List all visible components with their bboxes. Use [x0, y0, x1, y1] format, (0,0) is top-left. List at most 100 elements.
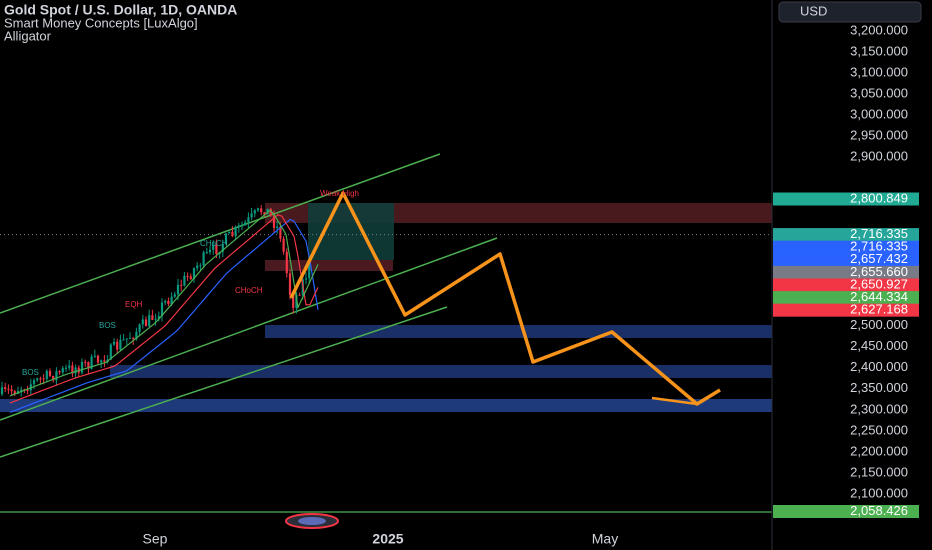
candle-body [151, 315, 154, 320]
annotation: BOS [99, 321, 116, 330]
candle-body [202, 252, 205, 266]
candle-body [208, 249, 212, 253]
candle-body [100, 360, 103, 363]
candle-body [308, 263, 311, 279]
price-labels: 3,200.000 3,150.000 3,100.000 3,050.000 3,00… [773, 22, 919, 518]
price-tick-label: 2,450.000 [850, 338, 908, 353]
candle-body [13, 391, 16, 394]
candle-body [250, 213, 253, 218]
candle-body [247, 217, 250, 223]
candle-body [26, 389, 29, 391]
candle-body [205, 252, 208, 254]
price-tick-label: 2,400.000 [850, 359, 908, 374]
price-tick-label: 2,200.000 [850, 443, 908, 458]
demand-zone [265, 325, 772, 338]
candle-body [298, 294, 301, 296]
candle-body [196, 265, 199, 269]
candle-body [39, 378, 42, 380]
candle-body [90, 356, 93, 369]
alligator-line [9, 218, 319, 413]
candle-body [71, 365, 74, 374]
candle-body [64, 367, 68, 369]
candle-body [292, 295, 295, 308]
candle-body [36, 378, 39, 381]
price-tag-label: 2,058.426 [850, 503, 908, 518]
currency-label: USD [800, 3, 827, 18]
price-tick-label: 2,500.000 [850, 317, 908, 332]
candle-body [128, 337, 132, 339]
candle-body [167, 300, 170, 305]
candle-body [112, 341, 116, 345]
price-tick-label: 2,900.000 [850, 149, 908, 164]
candle-body [253, 210, 256, 214]
demand-zone [110, 365, 772, 378]
candle-body [285, 251, 288, 274]
candle-body [263, 212, 266, 215]
price-tick-label: 2,350.000 [850, 380, 908, 395]
annotation: CHoCH [200, 239, 228, 248]
candle-body [32, 380, 36, 385]
time-label: May [592, 531, 618, 547]
price-tick-label: 2,950.000 [850, 128, 908, 143]
candle-body [231, 231, 234, 237]
candles [0, 204, 319, 413]
candle-body [176, 284, 180, 295]
price-tick-label: 3,000.000 [850, 107, 908, 122]
candle-body [58, 371, 61, 373]
indicator-name: Smart Money Concepts [LuxAlgo] [4, 15, 198, 30]
projection-path [289, 191, 721, 406]
price-tick-label: 2,100.000 [850, 485, 908, 500]
candle-body [7, 388, 10, 390]
candle-body [304, 278, 308, 280]
candle-body [282, 238, 285, 252]
candle-body [212, 244, 215, 250]
candle-body [48, 370, 52, 376]
time-scale: Sep 2025 May [143, 531, 619, 547]
demand-zone [0, 399, 772, 412]
candle-body [20, 389, 23, 392]
candle-body [170, 296, 173, 305]
price-tick-label: 3,200.000 [850, 22, 908, 37]
candle-body [45, 370, 48, 380]
channel-line [0, 237, 498, 421]
candle-body [157, 316, 160, 319]
indicator-name: Alligator [4, 28, 52, 43]
candle-body [228, 231, 231, 234]
price-tag [773, 504, 919, 518]
candle-body [199, 265, 202, 267]
candle-body [87, 362, 90, 369]
candle-body [189, 276, 192, 279]
candle-body [180, 284, 183, 286]
price-tag [773, 240, 919, 254]
candle-body [221, 244, 224, 252]
alligator-line [9, 214, 319, 404]
time-label: 2025 [372, 531, 403, 547]
candle-body [234, 226, 237, 237]
price-tag-label: 2,800.849 [850, 190, 908, 205]
candle-body [186, 275, 189, 277]
candle-body [74, 367, 77, 374]
currency-button[interactable] [778, 1, 922, 23]
annotations: Weak High CHoCH CHoCH BOS BOS EQH [22, 189, 359, 377]
candle-body [55, 371, 58, 381]
logo [285, 513, 339, 529]
candle-body [256, 208, 260, 211]
candle-body [269, 208, 272, 216]
candle-body [141, 319, 144, 325]
candle-body [135, 331, 138, 340]
price-tick-label: 3,050.000 [850, 86, 908, 101]
annotation: Weak High [320, 189, 359, 198]
price-tag [773, 265, 919, 279]
candle-body [122, 339, 125, 341]
candle-body [183, 275, 186, 286]
candle-body [192, 268, 196, 279]
candle-body [80, 361, 84, 373]
price-tag-label: 2,644.334 [850, 289, 908, 304]
price-tag-label: 2,657.432 [850, 251, 908, 266]
stop-box [265, 260, 393, 271]
time-label: Sep [143, 531, 168, 547]
candle-body [52, 375, 55, 381]
symbol-title: Gold Spot / U.S. Dollar, 1D, OANDA [4, 2, 237, 18]
candle-body [84, 361, 87, 363]
alligator-line [9, 209, 319, 397]
